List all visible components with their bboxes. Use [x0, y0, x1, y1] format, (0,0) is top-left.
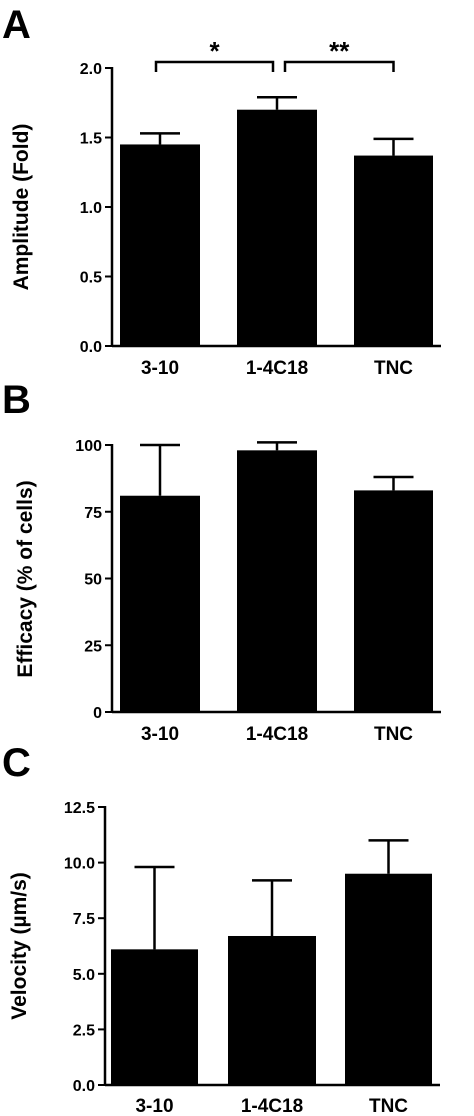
- panel-a-bar-3: [354, 155, 433, 346]
- panel-b-y-tick-label: 100: [75, 438, 102, 455]
- panel-a-y-tick-label: 1.0: [80, 200, 102, 217]
- panel-a-category-label-3: TNC: [374, 358, 413, 379]
- panel-b-category-label-3: TNC: [374, 724, 413, 745]
- panel-c-y-tick-label: 10.0: [64, 856, 95, 873]
- panel-c: C Velocity (µm/s) 0.0 2.5 5.0 7.5 10.0 12.5 3-10…: [2, 741, 440, 1116]
- panel-a-letter: A: [2, 3, 31, 47]
- panel-c-y-tick-label: 5.0: [73, 967, 95, 984]
- panel-b-category-label-1: 3-10: [141, 724, 179, 745]
- panel-c-category-label-2: 1-4C18: [241, 1096, 303, 1116]
- panel-a-bar-2: [237, 109, 317, 346]
- panel-a-significance-label-2: **: [329, 36, 350, 66]
- panel-a-bar-1: [120, 144, 200, 346]
- panel-b-y-axis-title: Efficacy (% of cells): [14, 480, 37, 677]
- panel-a-y-tick-label: 1.5: [80, 131, 102, 148]
- panel-c-y-tick-label: 2.5: [73, 1022, 95, 1039]
- panel-c-y-axis-title: Velocity (µm/s): [8, 872, 31, 1019]
- panel-a-category-label-1: 3-10: [141, 358, 179, 379]
- panel-c-category-label-3: TNC: [369, 1096, 408, 1116]
- panel-b-bar-2: [237, 450, 317, 712]
- panel-b-y-tick-label: 75: [84, 505, 102, 522]
- panel-a-y-tick-label: 0.0: [80, 339, 102, 356]
- panel-b-y-tick-label: 25: [84, 638, 102, 655]
- panel-a-y-tick-label: 2.0: [80, 61, 102, 78]
- panel-a-y-axis-title: Amplitude (Fold): [10, 124, 33, 291]
- panel-a-significance-bracket-1: [154, 60, 275, 72]
- panel-b-letter: B: [2, 378, 31, 422]
- panel-c-y-tick-label: 7.5: [73, 911, 95, 928]
- panel-a: A Amplitude (Fold) 0.0 0.5 1.0 1.5 2.0 3-10 1-4C…: [2, 3, 441, 379]
- panel-c-category-label-1: 3-10: [135, 1096, 173, 1116]
- panel-a-significance-bracket-2: [283, 60, 395, 72]
- panel-a-significance-label-1: *: [209, 36, 220, 66]
- panel-c-y-tick-label: 0.0: [73, 1078, 95, 1095]
- panel-c-bar-1: [111, 949, 198, 1085]
- panel-c-bar-2: [228, 935, 316, 1085]
- panel-b: B Efficacy (% of cells) 0 25 50 75 100 3-10 1-4C…: [2, 378, 441, 745]
- panel-c-bar-3: [345, 873, 432, 1085]
- panel-b-bar-1: [120, 495, 200, 712]
- panel-a-y-tick-label: 0.5: [80, 270, 102, 287]
- panel-b-category-label-2: 1-4C18: [246, 724, 308, 745]
- panel-b-bar-3: [354, 490, 433, 712]
- panel-c-y-tick-label: 12.5: [64, 800, 95, 817]
- panel-c-letter: C: [2, 741, 31, 785]
- panel-b-y-tick-label: 0: [93, 705, 102, 722]
- panel-b-y-tick-label: 50: [84, 572, 102, 589]
- panel-a-category-label-2: 1-4C18: [246, 358, 308, 379]
